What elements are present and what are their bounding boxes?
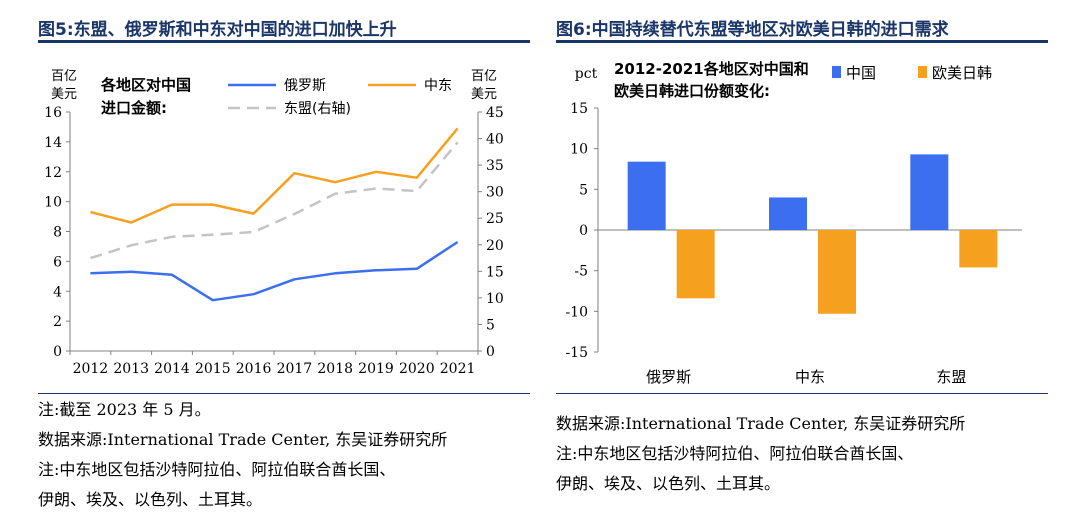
right-y-tick-label: 10 <box>486 291 504 307</box>
figure-6-source: 数据来源:International Trade Center, 东吴证券研究所 <box>556 414 966 433</box>
legend-label: 俄罗斯 <box>284 78 326 94</box>
figure-5-panel: 图5:东盟、俄罗斯和中东对中国的进口加快上升 0 2 4 6 8 10 12 14 16 0 5 10… <box>0 0 530 530</box>
figure-6-footer-rule <box>556 393 1048 394</box>
figure-5-note-1: 注:截至 2023 年 5 月。 <box>38 400 211 419</box>
bar <box>910 154 949 230</box>
category-label: 俄罗斯 <box>646 368 691 386</box>
x-tick-label: 2014 <box>154 361 190 377</box>
right-y-tick-label: 45 <box>486 105 504 121</box>
right-y-tick-label: 20 <box>486 238 504 254</box>
bar <box>769 197 807 230</box>
legend-swatch <box>832 66 841 78</box>
left-y-tick-label: 8 <box>53 225 62 241</box>
figure-6-note-1: 注:中东地区包括沙特阿拉伯、阿拉伯联合酋长国、 <box>556 444 914 463</box>
y-tick-label: -10 <box>565 304 588 320</box>
figure-5-source: 数据来源:International Trade Center, 东吴证券研究所 <box>38 430 448 449</box>
x-tick-label: 2019 <box>358 361 394 377</box>
figure-6-note-2: 伊朗、埃及、以色列、土耳其。 <box>556 474 781 493</box>
series-line <box>90 240 459 302</box>
x-tick-label: 2016 <box>236 361 272 377</box>
legend-label: 东盟(右轴) <box>284 101 351 117</box>
chart-title-line-1: 2012-2021各地区对中国和 <box>614 60 809 78</box>
right-y-tick-label: 0 <box>486 344 495 360</box>
y-tick-label: 15 <box>570 101 588 117</box>
figure-6-panel: 图6:中国持续替代东盟等地区对欧美日韩的进口需求 15 10 5 0 -5 -10 -15 p… <box>548 0 1080 530</box>
category-label: 东盟 <box>936 368 966 386</box>
bar <box>818 230 856 314</box>
left-axis-unit-line-2: 美元 <box>51 87 77 102</box>
y-tick-label: -15 <box>565 345 588 361</box>
chart-title-line-2: 欧美日韩进口份额变化: <box>614 82 770 100</box>
right-y-tick-label: 30 <box>486 185 504 201</box>
y-tick-label: 5 <box>579 182 588 198</box>
figure-5-note-3: 伊朗、埃及、以色列、土耳其。 <box>38 490 263 509</box>
figure-5-notes: 注:截至 2023 年 5 月。 数据来源:International Trad… <box>38 395 447 515</box>
figure-5-title-rule <box>38 40 530 43</box>
series-line <box>90 141 459 260</box>
legend-swatch <box>918 66 927 78</box>
left-y-tick-label: 10 <box>44 195 62 211</box>
legend-label: 中东 <box>424 78 452 94</box>
right-y-tick-label: 35 <box>486 158 504 174</box>
right-axis-unit-line-2: 美元 <box>471 87 497 102</box>
right-y-tick-label: 15 <box>486 264 504 280</box>
left-axis-unit-line-1: 百亿 <box>51 69 77 84</box>
y-axis-unit: pct <box>575 66 598 82</box>
left-y-tick-label: 2 <box>53 314 62 330</box>
series-line <box>90 127 459 224</box>
y-tick-label: -5 <box>574 264 588 280</box>
figure-6-title-rule <box>556 40 1048 43</box>
figure-5-line-chart: 0 2 4 6 8 10 12 14 16 0 5 10 15 20 25 30 35 40 45 2012 2013 2… <box>44 69 504 377</box>
left-y-tick-label: 6 <box>53 254 62 270</box>
y-tick-label: 0 <box>579 223 588 239</box>
figure-6-bar-chart: 15 10 5 0 -5 -10 -15 pct 2012-2021各地区对中国和欧美日韩进口份… <box>565 60 1022 386</box>
x-tick-label: 2018 <box>317 361 353 377</box>
figure-6-notes: 数据来源:International Trade Center, 东吴证券研究所… <box>556 409 965 499</box>
left-y-tick-label: 4 <box>53 284 62 300</box>
y-tick-label: 10 <box>570 142 588 158</box>
left-y-tick-label: 16 <box>44 105 62 121</box>
right-y-tick-label: 5 <box>486 317 495 333</box>
bar <box>627 161 666 230</box>
category-label: 中东 <box>795 368 825 386</box>
chart-title-line-1: 各地区对中国 <box>100 76 191 94</box>
x-tick-label: 2020 <box>399 361 435 377</box>
x-tick-label: 2017 <box>277 361 313 377</box>
bar <box>676 230 715 299</box>
figure-5-note-2: 注:中东地区包括沙特阿拉伯、阿拉伯联合酋长国、 <box>38 460 396 479</box>
left-y-tick-label: 14 <box>44 135 62 151</box>
x-tick-label: 2012 <box>73 361 109 377</box>
figure-6-title: 图6:中国持续替代东盟等地区对欧美日韩的进口需求 <box>556 20 949 40</box>
legend-label: 中国 <box>846 64 876 82</box>
right-y-tick-label: 25 <box>486 211 504 227</box>
left-y-tick-label: 12 <box>44 165 62 181</box>
x-tick-label: 2021 <box>440 361 476 377</box>
right-axis-unit-line-1: 百亿 <box>471 69 497 84</box>
figure-5-title: 图5:东盟、俄罗斯和中东对中国的进口加快上升 <box>38 20 397 40</box>
bar <box>959 230 998 268</box>
x-tick-label: 2013 <box>113 361 149 377</box>
figure-5-footer-rule <box>38 393 530 394</box>
left-y-tick-label: 0 <box>53 344 62 360</box>
chart-title-line-2: 进口金额: <box>101 99 167 117</box>
x-tick-label: 2015 <box>195 361 231 377</box>
right-y-tick-label: 40 <box>486 132 504 148</box>
legend-label: 欧美日韩 <box>932 64 992 82</box>
